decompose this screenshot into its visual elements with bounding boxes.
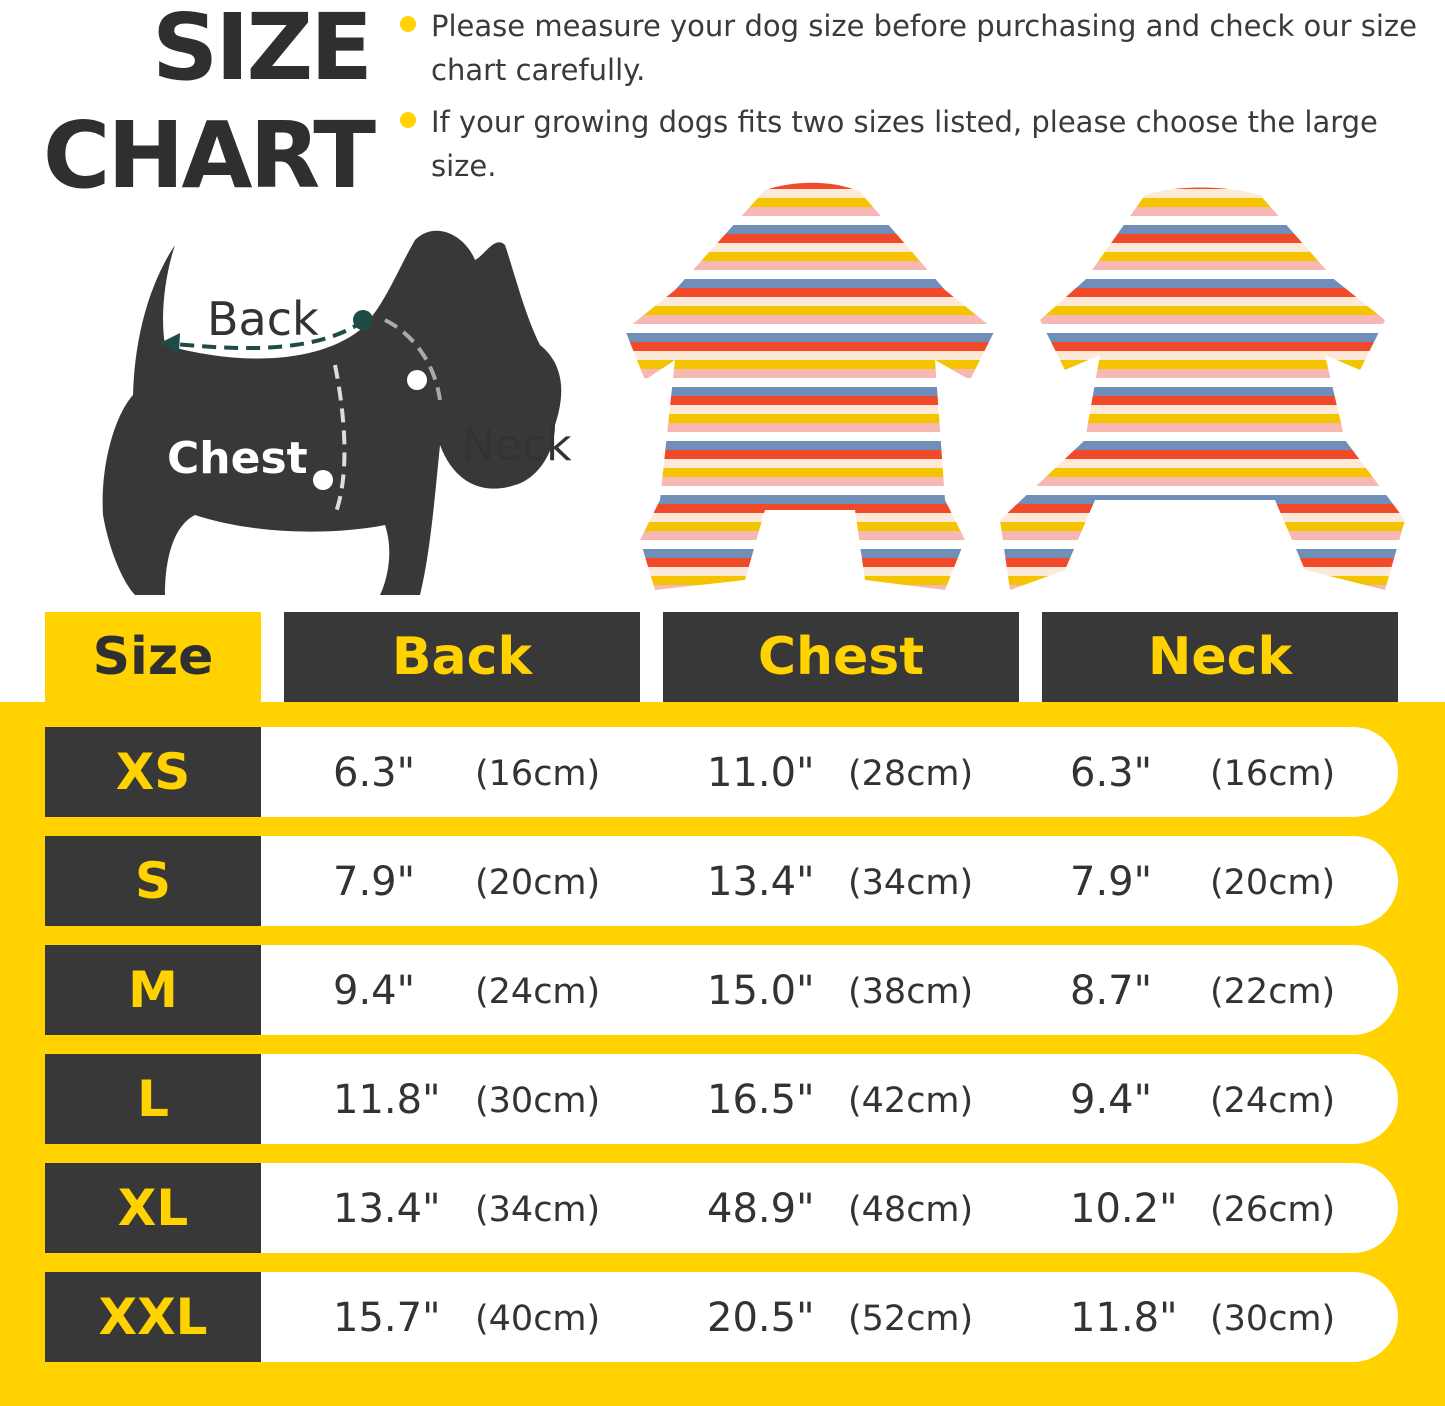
label-neck: Neck	[462, 420, 572, 471]
neck-cm: (30cm)	[1210, 1299, 1336, 1339]
neck-cm: (24cm)	[1210, 1081, 1336, 1121]
neck-inches: 7.9"	[1070, 859, 1153, 905]
table-row: M 9.4" (24cm) 15.0" (38cm) 8.7" (22cm)	[45, 945, 1398, 1035]
table-row: XS 6.3" (16cm) 11.0" (28cm) 6.3" (16cm)	[45, 727, 1398, 817]
neck-cm: (26cm)	[1210, 1190, 1336, 1230]
back-cm: (20cm)	[475, 863, 601, 903]
note-text: If your growing dogs fits two sizes list…	[431, 105, 1378, 183]
label-chest: Chest	[167, 433, 308, 484]
chest-cm: (42cm)	[848, 1081, 974, 1121]
table-row: XXL 15.7" (40cm) 20.5" (52cm) 11.8" (30c…	[45, 1272, 1398, 1362]
bullet-dot-icon	[400, 112, 416, 128]
chest-dot	[313, 470, 333, 490]
back-cm: (34cm)	[475, 1190, 601, 1230]
size-label: XS	[45, 727, 261, 817]
garment-photos	[625, 182, 1405, 591]
back-cm: (40cm)	[475, 1299, 601, 1339]
chest-cm: (48cm)	[848, 1190, 974, 1230]
back-inches: 9.4"	[333, 968, 416, 1014]
dog-silhouette	[102, 230, 562, 595]
back-inches: 15.7"	[333, 1295, 441, 1341]
bullet-dot-icon	[400, 16, 416, 32]
size-label: L	[45, 1054, 261, 1144]
note-text: Please measure your dog size before purc…	[431, 9, 1417, 87]
title-chart: CHART	[42, 102, 376, 209]
chest-cm: (38cm)	[848, 972, 974, 1012]
size-label: S	[45, 836, 261, 926]
neck-inches: 10.2"	[1070, 1186, 1178, 1232]
chest-measure-line	[333, 364, 347, 516]
chest-cm: (52cm)	[848, 1299, 974, 1339]
neck-cm: (22cm)	[1210, 972, 1336, 1012]
back-inches: 7.9"	[333, 859, 416, 905]
size-label: XXL	[45, 1272, 261, 1362]
neck-cm: (16cm)	[1210, 754, 1336, 794]
header-neck: Neck	[1042, 612, 1398, 702]
neck-inches: 9.4"	[1070, 1077, 1153, 1123]
header-chest: Chest	[663, 612, 1019, 702]
chest-inches: 13.4"	[707, 859, 815, 905]
garment-front-photo	[625, 182, 995, 591]
table-row: S 7.9" (20cm) 13.4" (34cm) 7.9" (20cm)	[45, 836, 1398, 926]
neck-inches: 6.3"	[1070, 750, 1153, 796]
back-inches: 6.3"	[333, 750, 416, 796]
back-start-dot	[353, 310, 373, 330]
arrow-left-icon	[160, 333, 180, 353]
note-measure: Please measure your dog size before purc…	[400, 4, 1435, 92]
back-cm: (30cm)	[475, 1081, 601, 1121]
size-label: XL	[45, 1163, 261, 1253]
chest-inches: 20.5"	[707, 1295, 815, 1341]
row-values	[261, 945, 1398, 1035]
table-row: L 11.8" (30cm) 16.5" (42cm) 9.4" (24cm)	[45, 1054, 1398, 1144]
dog-measurement-diagram: Back Chest Neck	[102, 230, 572, 595]
table-row: XL 13.4" (34cm) 48.9" (48cm) 10.2" (26cm…	[45, 1163, 1398, 1253]
neck-dot	[407, 370, 427, 390]
neck-measure-line	[384, 318, 442, 401]
neck-inches: 11.8"	[1070, 1295, 1178, 1341]
row-values	[261, 1163, 1398, 1253]
back-measure-line	[164, 318, 367, 351]
label-back: Back	[207, 292, 319, 346]
chest-inches: 48.9"	[707, 1186, 815, 1232]
title-size: SIZE	[151, 0, 373, 101]
size-label: M	[45, 945, 261, 1035]
row-values	[261, 1272, 1398, 1362]
neck-cm: (20cm)	[1210, 863, 1336, 903]
back-cm: (16cm)	[475, 754, 601, 794]
chest-inches: 16.5"	[707, 1077, 815, 1123]
header-size: Size	[45, 612, 261, 702]
neck-inches: 8.7"	[1070, 968, 1153, 1014]
back-inches: 11.8"	[333, 1077, 441, 1123]
chest-cm: (28cm)	[848, 754, 974, 794]
back-cm: (24cm)	[475, 972, 601, 1012]
chest-cm: (34cm)	[848, 863, 974, 903]
row-values	[261, 836, 1398, 926]
back-inches: 13.4"	[333, 1186, 441, 1232]
note-growing: If your growing dogs fits two sizes list…	[400, 100, 1435, 188]
row-values	[261, 727, 1398, 817]
garment-back-photo	[1000, 187, 1405, 590]
chest-inches: 11.0"	[707, 750, 815, 796]
header-back: Back	[284, 612, 640, 702]
row-values	[261, 1054, 1398, 1144]
chest-inches: 15.0"	[707, 968, 815, 1014]
